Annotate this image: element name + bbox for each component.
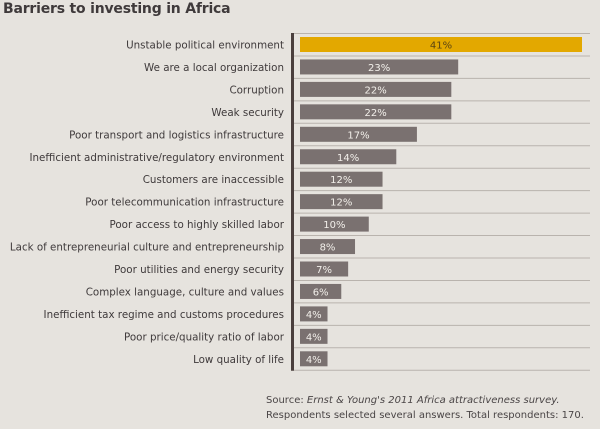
category-label: Poor utilities and energy security [114,264,284,276]
chart-title: Barriers to investing in Africa [3,1,231,17]
value-label: 4% [306,355,322,366]
source-title: Ernst & Young's 2011 Africa attractivene… [306,395,560,406]
category-label: Lack of entrepreneurial culture and entr… [10,242,284,254]
bar [300,59,459,75]
value-label: 4% [306,332,322,343]
bar [300,306,328,322]
bar [300,104,452,120]
value-label: 23% [368,63,390,74]
source-respondents: Respondents selected several answers. To… [266,410,584,421]
value-label: 17% [347,130,369,141]
bar [300,351,328,367]
category-label: Customers are inaccessible [143,174,284,186]
value-label: 8% [320,243,336,254]
bar [300,283,342,299]
source-note: Source: Ernst & Young's 2011 Africa attr… [266,393,596,423]
bar [300,171,383,187]
bar [300,37,582,52]
value-label: 7% [316,265,332,276]
category-label: Poor access to highly skilled labor [110,219,285,231]
category-label: Corruption [229,84,284,96]
bar [300,126,417,142]
y-axis-line [291,33,294,371]
category-label: Inefficient administrative/regulatory en… [29,152,284,164]
category-label: Poor telecommunication infrastructure [85,197,284,209]
category-label: We are a local organization [144,62,284,74]
bar [300,216,369,232]
source-prefix: Source: [266,395,307,406]
bar [300,149,397,165]
category-label: Poor transport and logistics infrastruct… [69,129,284,141]
value-label: 12% [330,175,352,186]
value-label: 4% [306,310,322,321]
value-label: 10% [323,220,345,231]
bar [300,328,328,344]
category-label: Complex language, culture and values [86,286,284,298]
bar [300,194,383,210]
category-label: Weak security [211,107,284,119]
value-label: 12% [330,198,352,209]
bar [300,261,349,277]
category-label: Low quality of life [193,354,284,366]
value-label: 6% [313,287,329,298]
value-label: 22% [365,85,387,96]
value-label: 22% [365,108,387,119]
value-label: 41% [430,41,452,52]
category-label: Unstable political environment [126,40,284,52]
bar [300,239,356,255]
value-label: 14% [337,153,359,164]
bar-chart: Unstable political environment 41% We are … [10,33,590,371]
bar [300,81,452,97]
category-label: Inefficient tax regime and customs proce… [44,309,284,321]
category-label: Poor price/quality ratio of labor [124,331,285,343]
